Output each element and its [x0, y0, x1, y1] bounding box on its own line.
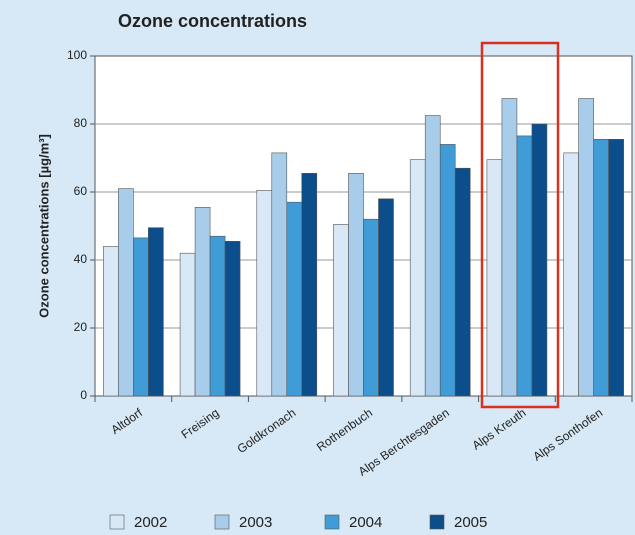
bar [516, 135, 533, 397]
bar [593, 139, 609, 397]
bar [118, 188, 134, 397]
bar [209, 235, 226, 397]
legend-swatch [324, 514, 340, 530]
bar [531, 123, 548, 397]
highlight-box [480, 41, 560, 409]
legend-swatch [109, 514, 125, 530]
legend-label: 2003 [239, 514, 272, 531]
bar [363, 218, 379, 397]
y-tick-label: 40 [74, 252, 88, 266]
bar [608, 139, 624, 397]
bar [148, 227, 164, 397]
y-tick-label: 0 [80, 388, 87, 402]
y-tick-label: 20 [74, 320, 88, 334]
bar [501, 98, 518, 397]
bar [409, 159, 426, 397]
bar [333, 224, 349, 397]
legend-swatch [214, 514, 230, 530]
bar [133, 237, 149, 397]
bar [286, 201, 303, 397]
bar [301, 173, 318, 397]
bar [103, 246, 119, 397]
bar [271, 152, 288, 397]
y-axis-label: Ozone concentrations [µg/m³] [36, 134, 51, 318]
bar [194, 207, 211, 397]
bar [378, 198, 394, 397]
bar [348, 173, 364, 397]
legend-label: 2004 [349, 514, 382, 531]
legend-swatch [429, 514, 445, 530]
y-tick-label: 80 [74, 116, 88, 130]
bar [563, 152, 579, 397]
bar [256, 190, 273, 397]
bar [224, 241, 241, 397]
bar [179, 252, 196, 397]
y-tick-label: 60 [74, 184, 88, 198]
bar [578, 98, 594, 397]
bar [424, 115, 441, 397]
bar [454, 167, 471, 397]
bar [439, 144, 456, 397]
y-tick-label: 100 [67, 48, 87, 62]
chart-title: Ozone concentrations [118, 11, 307, 31]
legend-label: 2002 [134, 514, 167, 531]
legend-label: 2005 [454, 514, 487, 531]
bar [486, 159, 503, 397]
